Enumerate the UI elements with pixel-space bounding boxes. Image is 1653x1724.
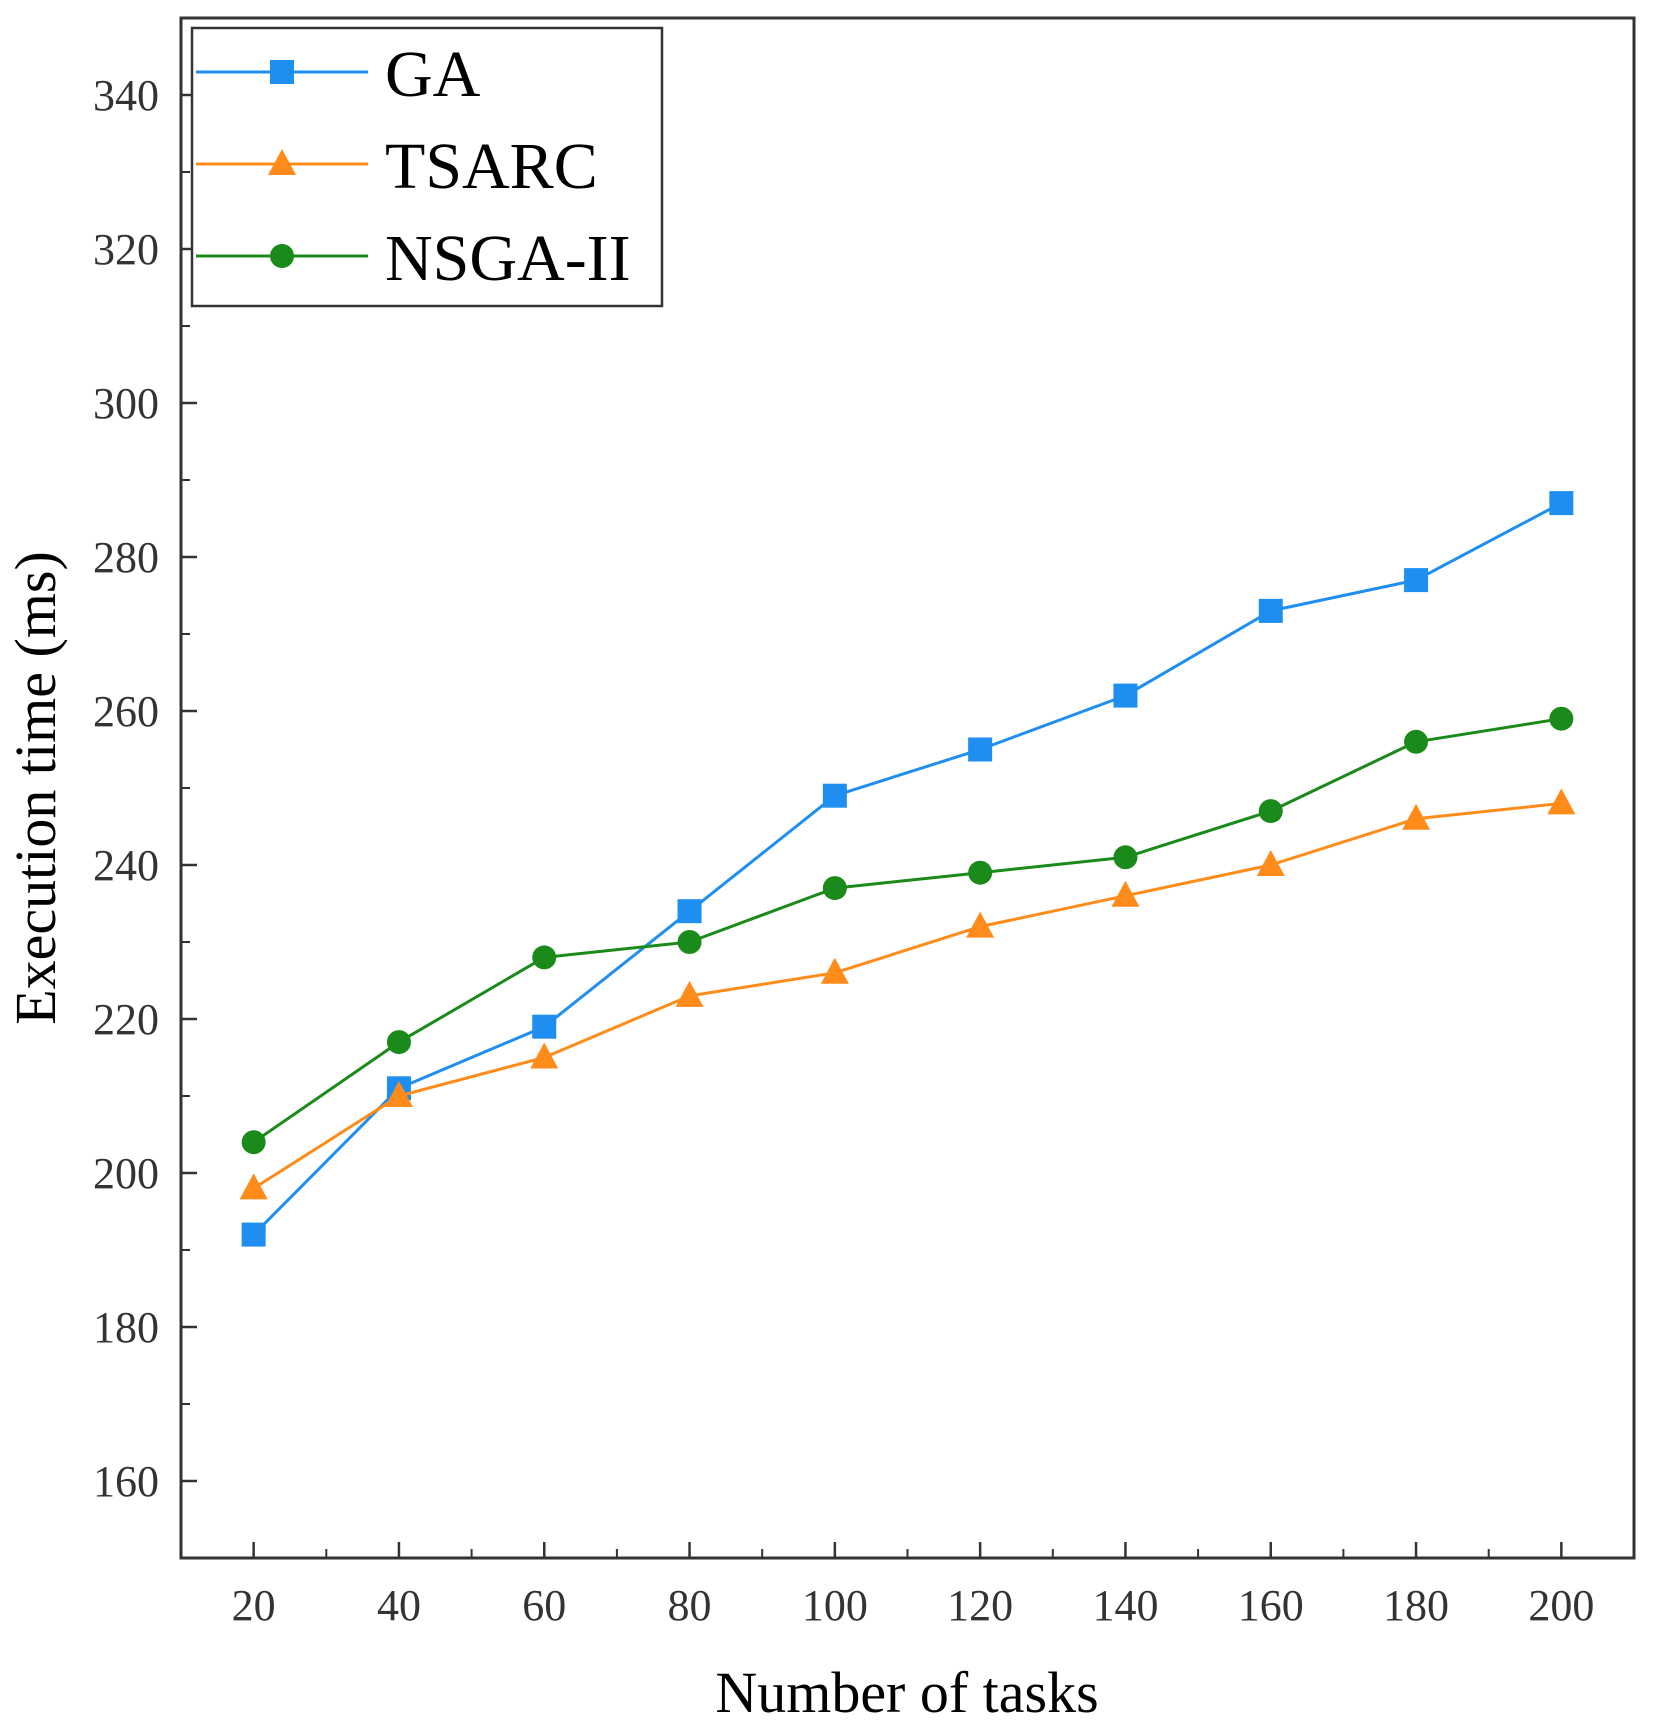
legend: GA TSARC NSGA-II [190, 26, 664, 308]
x-tick-label: 120 [947, 1581, 1013, 1630]
x-tick-label: 100 [802, 1581, 868, 1630]
x-tick-label: 80 [668, 1581, 712, 1630]
x-axis: 20 40 60 80 100 120 140 160 180 200 [232, 1542, 1594, 1630]
data-point-ga [532, 1014, 557, 1039]
data-point-tsarc [1402, 803, 1431, 830]
x-tick-label: 60 [522, 1581, 566, 1630]
data-point-tsarc [675, 980, 704, 1007]
series-tsarc [239, 788, 1576, 1200]
data-point-ga [1404, 568, 1429, 593]
data-point-tsarc [239, 1173, 268, 1200]
data-point-ga [241, 1222, 266, 1247]
y-tick-label: 280 [93, 533, 159, 582]
series-line-ga [252, 501, 1563, 1236]
data-point-nsga-ii [1113, 845, 1138, 870]
x-tick-label: 200 [1528, 1581, 1594, 1630]
legend-item-ga: GA [196, 38, 481, 111]
y-tick-label: 320 [93, 225, 159, 274]
series-ga [241, 491, 1574, 1247]
series-nsga-ii [241, 706, 1574, 1155]
y-tick-label: 340 [93, 71, 159, 120]
legend-marker-ga [270, 60, 294, 84]
data-point-nsga-ii [241, 1130, 266, 1155]
x-tick-label: 160 [1238, 1581, 1304, 1630]
y-tick-label: 240 [93, 841, 159, 890]
data-point-nsga-ii [677, 930, 702, 954]
data-point-nsga-ii [968, 860, 993, 885]
legend-item-tsarc: TSARC [196, 130, 598, 203]
data-point-tsarc [1547, 788, 1576, 815]
series-line-nsga-ii [252, 717, 1562, 1144]
data-point-nsga-ii [1404, 729, 1429, 754]
legend-label-nsga-ii: NSGA-II [385, 222, 631, 295]
data-point-nsga-ii [822, 876, 847, 901]
data-point-ga [1258, 598, 1283, 623]
legend-marker-tsarc [268, 149, 296, 175]
data-point-ga [677, 899, 702, 924]
data-point-nsga-ii [532, 945, 557, 970]
x-tick-label: 20 [232, 1581, 276, 1630]
y-tick-label: 180 [93, 1303, 159, 1352]
series-line-tsarc [252, 801, 1562, 1190]
x-tick-label: 140 [1092, 1581, 1158, 1630]
data-point-ga [968, 737, 993, 762]
data-point-nsga-ii [1258, 799, 1283, 824]
y-tick-label: 300 [93, 379, 159, 428]
legend-label-tsarc: TSARC [385, 130, 598, 203]
series-layer [239, 491, 1576, 1247]
data-point-ga [1549, 491, 1574, 516]
data-point-tsarc [530, 1042, 559, 1069]
data-point-nsga-ii [1549, 706, 1574, 731]
data-point-tsarc [820, 957, 849, 984]
y-tick-label: 220 [93, 995, 159, 1044]
y-tick-label: 160 [93, 1457, 159, 1506]
legend-item-nsga-ii: NSGA-II [196, 222, 631, 295]
y-axis: 160 180 200 220 240 260 280 300 320 340 [93, 71, 197, 1506]
x-tick-label: 40 [377, 1581, 421, 1630]
data-point-tsarc [1111, 880, 1140, 907]
data-point-tsarc [384, 1081, 413, 1107]
legend-label-ga: GA [385, 38, 481, 111]
y-axis-title: Execution time (ms) [3, 551, 68, 1025]
data-point-ga [822, 783, 847, 808]
data-point-nsga-ii [386, 1030, 411, 1055]
x-tick-label: 180 [1383, 1581, 1449, 1630]
x-axis-title: Number of tasks [715, 1660, 1098, 1724]
y-tick-label: 200 [93, 1149, 159, 1198]
legend-marker-nsga-ii [270, 244, 294, 268]
data-point-tsarc [1256, 850, 1285, 876]
data-point-ga [1113, 683, 1138, 708]
y-tick-label: 260 [93, 687, 159, 736]
data-point-tsarc [966, 911, 995, 938]
